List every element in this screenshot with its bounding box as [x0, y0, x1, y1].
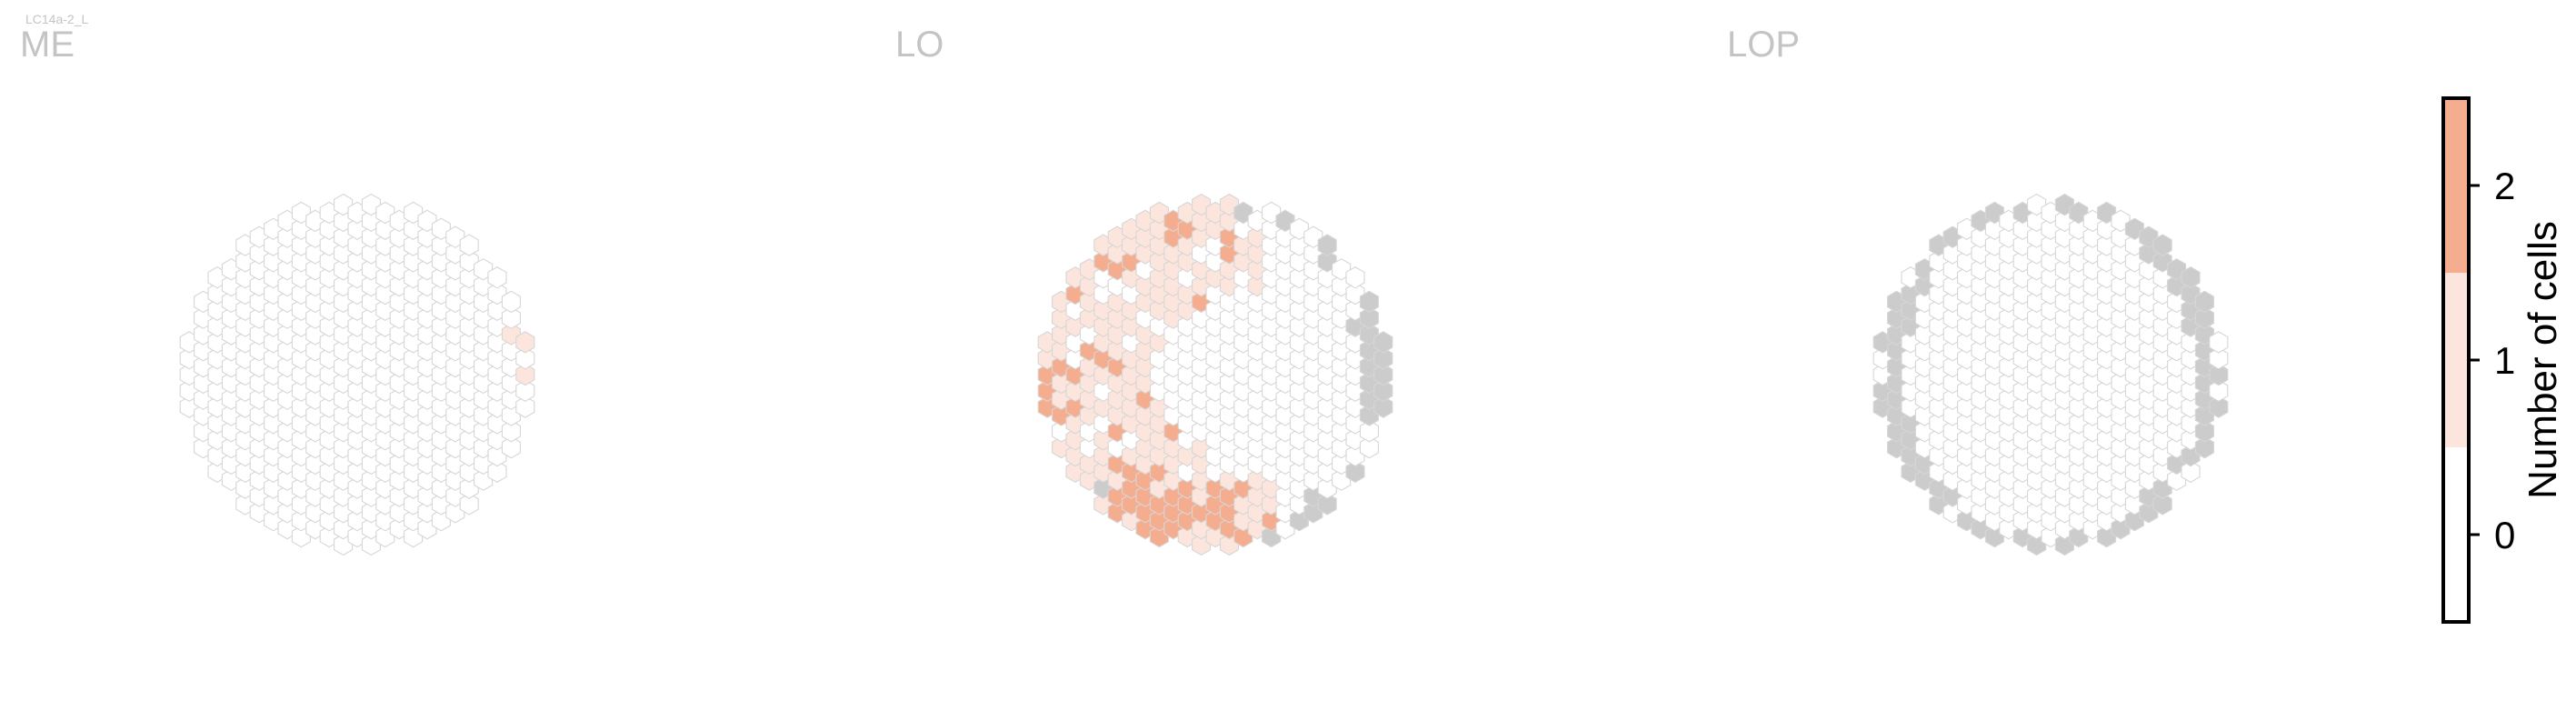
- hex-column-empty: [1359, 436, 1379, 459]
- hex-column-boundary: [2181, 265, 2201, 289]
- colorbar-bin-2: [2443, 98, 2469, 273]
- hex-column-empty: [515, 379, 535, 403]
- hex-column-boundary: [1373, 346, 1393, 370]
- hex-column-boundary: [1373, 396, 1393, 418]
- hex-column-empty: [501, 436, 521, 459]
- hex-grid-lo: [1037, 193, 1393, 556]
- hex-column-boundary: [2194, 420, 2214, 443]
- hex-column-boundary: [2209, 363, 2229, 386]
- figure-label: LC14a-2_L: [25, 12, 88, 26]
- panel-title-me: ME: [20, 25, 75, 65]
- hex-column-boundary: [1373, 379, 1393, 403]
- hex-column-boundary: [1373, 331, 1393, 354]
- hex-column-empty: [1345, 265, 1365, 289]
- colorbar-bin-1: [2443, 273, 2469, 447]
- hex-column-boundary: [1359, 306, 1379, 329]
- hex-column-empty: [2209, 346, 2229, 370]
- hex-column-empty: [487, 460, 507, 484]
- hex-column-empty: [515, 346, 535, 370]
- hex-column-boundary: [2152, 234, 2172, 256]
- hex-column-empty: [2181, 460, 2201, 484]
- hex-column-empty: [487, 265, 507, 289]
- hex-column-empty: [1359, 420, 1379, 443]
- panel-lo: LO: [895, 25, 1393, 556]
- panel-title-lo: LO: [895, 25, 944, 65]
- hex-column-boundary: [1345, 460, 1365, 484]
- hex-column-boundary: [1373, 363, 1393, 386]
- hex-column-boundary: [2194, 436, 2214, 459]
- hex-column-empty: [501, 290, 521, 314]
- colorbar-bin-0: [2443, 447, 2469, 622]
- hex-column-boundary: [2194, 290, 2214, 314]
- hex-column-boundary: [2152, 493, 2172, 516]
- hex-grid-lop: [1872, 193, 2229, 556]
- colorbar-tick-label-2: 2: [2494, 165, 2515, 207]
- colorbar-tick-label-0: 0: [2494, 514, 2515, 556]
- hex-column-empty: [501, 306, 521, 329]
- hex-column-empty: [501, 420, 521, 443]
- hex-column-empty: [515, 396, 535, 418]
- panel-title-lop: LOP: [1727, 25, 1800, 65]
- hex-column-empty: [459, 234, 479, 256]
- hex-column-empty: [459, 493, 479, 516]
- hex-column-boundary: [1317, 493, 1337, 516]
- colorbar: 0 1 2 Number of cells: [2441, 96, 2565, 624]
- colorbar-tick-label-1: 1: [2494, 339, 2515, 382]
- panel-me: ME: [20, 25, 535, 556]
- hex-column-boundary: [2209, 396, 2229, 418]
- colorbar-title: Number of cells: [2521, 221, 2565, 499]
- hex-column-boundary: [2194, 306, 2214, 329]
- hex-column-one: [515, 331, 535, 354]
- hex-column-empty: [2209, 379, 2229, 403]
- panel-lop: LOP: [1727, 25, 2229, 556]
- hex-column-boundary: [1359, 290, 1379, 314]
- hex-column-boundary: [1317, 234, 1337, 256]
- hex-column-one: [515, 363, 535, 386]
- hex-grid-me: [179, 193, 535, 556]
- hex-column-empty: [2209, 331, 2229, 354]
